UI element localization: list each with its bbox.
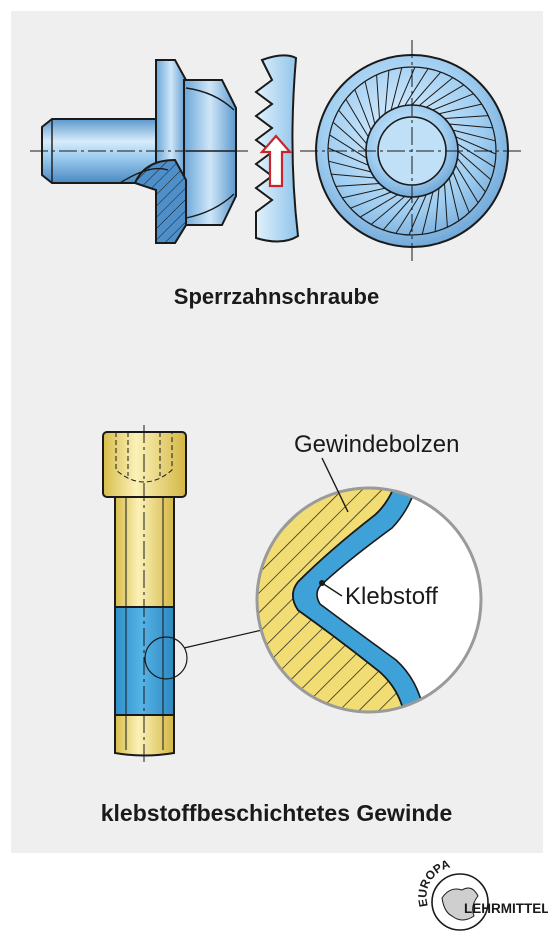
locking-tooth — [338, 109, 367, 145]
locking-tooth — [457, 157, 486, 193]
locking-tooth — [395, 196, 420, 234]
locking-tooth — [335, 183, 380, 187]
caption-adhesive-thread: klebstoffbeschichtetes Gewinde — [100, 800, 453, 826]
socket-head-bolt — [102, 425, 263, 765]
locking-tooth — [411, 71, 442, 106]
locking-tooth — [444, 115, 489, 119]
locking-tooth — [448, 177, 460, 221]
label-gewindebolzen: Gewindebolzen — [294, 431, 459, 458]
locking-tooth — [345, 98, 369, 138]
locking-tooth — [332, 121, 367, 152]
label-klebstoff: Klebstoff — [345, 583, 438, 610]
thread-detail-magnifier — [255, 457, 483, 714]
locking-tooth — [384, 70, 390, 114]
locking-tooth — [432, 93, 474, 111]
europa-lehrmittel-logo: EUROPA LEHRMITTEL — [415, 858, 548, 931]
locking-tooth — [438, 103, 482, 115]
locking-tooth — [364, 81, 376, 125]
locking-tooth — [382, 196, 413, 231]
locking-screw-side-view — [30, 59, 248, 244]
locking-tooth — [370, 196, 406, 225]
locking-tooth — [350, 191, 392, 209]
locking-tooth — [452, 129, 496, 142]
locking-tooth — [328, 160, 372, 173]
caption-locking-screw: Sperrzahnschraube — [173, 284, 380, 309]
locking-tooth — [418, 77, 454, 106]
locking-tooth — [434, 188, 440, 232]
locking-tooth — [421, 191, 434, 235]
logo-text-lehrmittel: LEHRMITTEL — [464, 901, 548, 916]
locking-tooth — [457, 143, 495, 168]
locking-tooth — [329, 134, 367, 159]
locking-tooth — [455, 164, 479, 204]
locking-tooth — [425, 84, 465, 108]
rotation-lock-arrow-icon — [259, 134, 293, 188]
locking-tooth — [376, 74, 380, 119]
locking-tooth — [342, 187, 386, 199]
locking-tooth — [331, 173, 375, 179]
locking-screw-front-view — [300, 40, 524, 262]
serrated-counter-plate — [254, 54, 300, 243]
locking-tooth — [404, 68, 429, 106]
locking-tooth — [452, 171, 470, 213]
locking-tooth — [449, 123, 493, 129]
locking-tooth — [390, 67, 403, 111]
locking-tooth — [457, 150, 492, 181]
locking-tooth — [354, 89, 372, 131]
locking-tooth — [444, 183, 448, 228]
locking-tooth — [359, 194, 399, 218]
